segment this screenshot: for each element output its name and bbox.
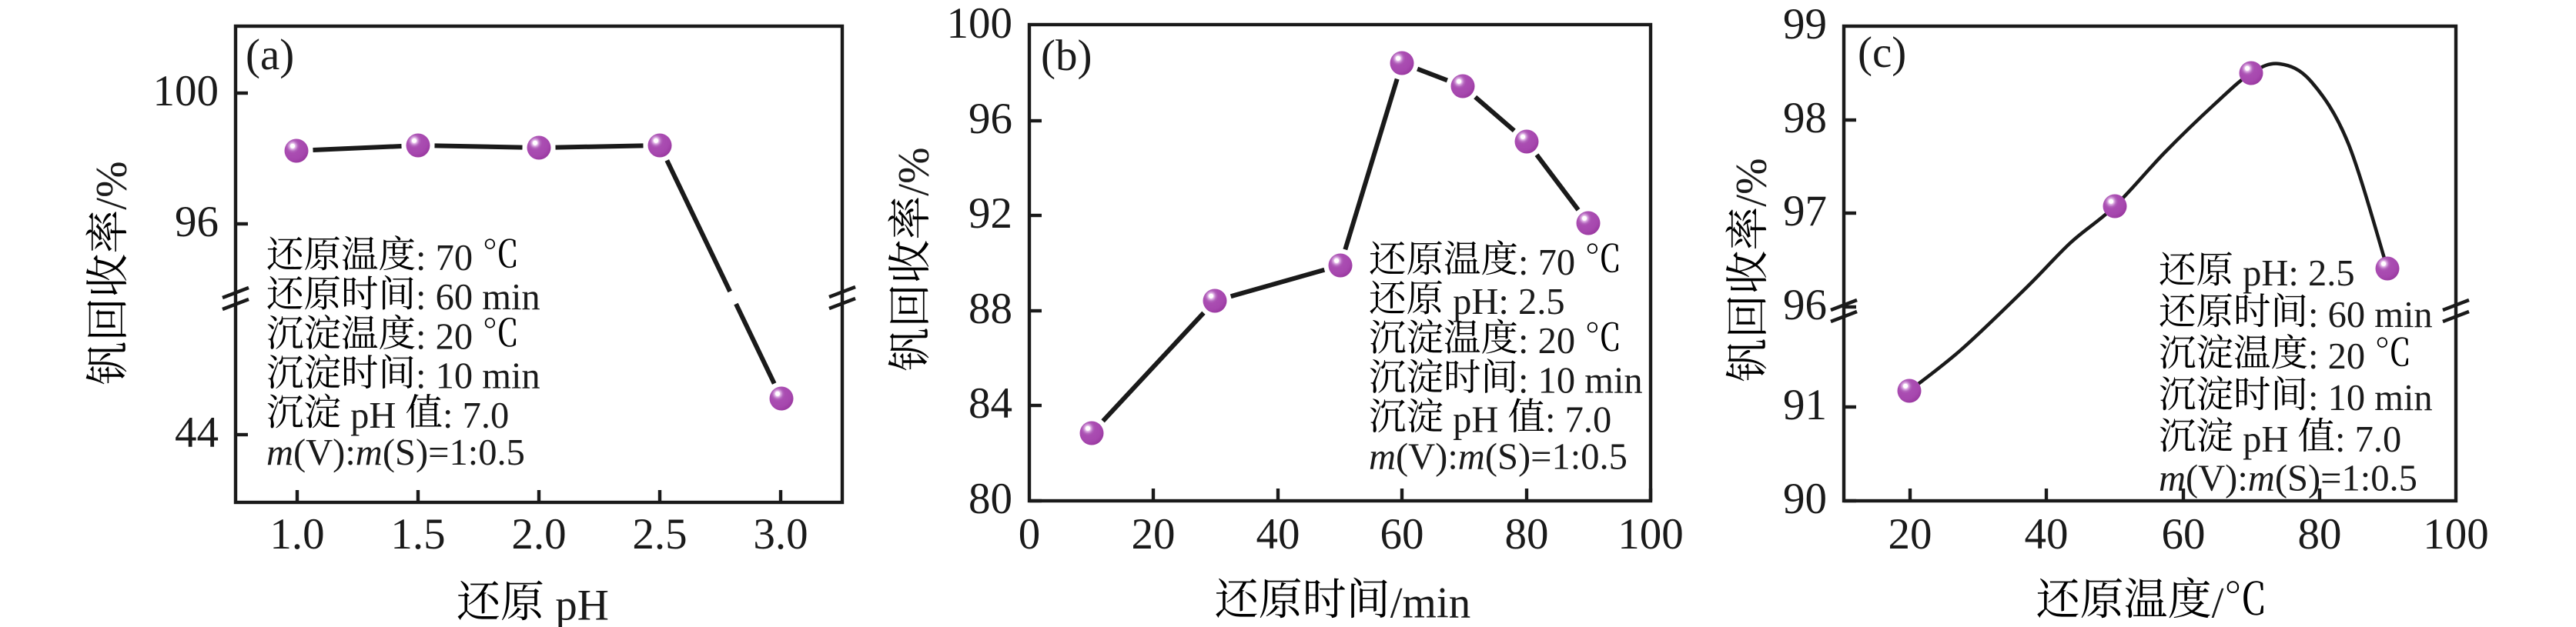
svg-text:: 20: : 20 (416, 316, 473, 357)
svg-text:pH: pH (2243, 419, 2288, 460)
svg-text:(S)=1:0.5: (S)=1:0.5 (383, 432, 525, 473)
svg-text:100: 100 (1618, 510, 1684, 559)
svg-text:pH: 2.5: pH: 2.5 (1453, 282, 1565, 322)
svg-text:: 10 min: : 10 min (2308, 378, 2433, 419)
svg-text:: 70: : 70 (1518, 242, 1575, 283)
svg-text:: 7.0: : 7.0 (2335, 419, 2401, 460)
svg-text:(S)=1:0.5: (S)=1:0.5 (2275, 458, 2417, 499)
svg-text:(V):: (V): (2186, 458, 2248, 499)
svg-text:(S)=1:0.5: (S)=1:0.5 (1485, 436, 1628, 477)
svg-text:80: 80 (969, 475, 1012, 523)
svg-text:2.0: 2.0 (511, 510, 566, 559)
svg-text:97: 97 (1783, 187, 1827, 235)
svg-text:80: 80 (2298, 510, 2342, 559)
svg-text:pH: pH (1453, 400, 1498, 441)
svg-text:100: 100 (947, 0, 1013, 48)
svg-text:m: m (2248, 458, 2275, 499)
svg-text:m: m (356, 432, 383, 473)
svg-text:m: m (2159, 458, 2186, 499)
svg-text:m: m (1458, 436, 1485, 477)
svg-text:96: 96 (175, 198, 219, 246)
svg-text:84: 84 (969, 379, 1012, 428)
svg-text:: 70: : 70 (416, 238, 473, 278)
svg-text:88: 88 (969, 285, 1012, 333)
svg-text:: 20: : 20 (2308, 336, 2365, 377)
svg-text:(b): (b) (1041, 32, 1092, 80)
svg-text:60: 60 (1380, 510, 1424, 559)
svg-text:: 60 min: : 60 min (2308, 295, 2433, 335)
svg-text:: 20: : 20 (1518, 321, 1575, 362)
svg-text:98: 98 (1783, 94, 1827, 142)
svg-text:96: 96 (1783, 281, 1827, 329)
svg-text:40: 40 (2025, 510, 2069, 559)
svg-text:80: 80 (1505, 510, 1549, 559)
svg-text:/%: /% (88, 161, 136, 209)
svg-text:99: 99 (1783, 0, 1827, 48)
svg-text:: 10 min: : 10 min (1518, 360, 1643, 401)
svg-text:: 60 min: : 60 min (416, 277, 540, 318)
svg-text:(a): (a) (246, 31, 294, 79)
svg-text:: 7.0: : 7.0 (1545, 400, 1611, 441)
svg-text:60: 60 (2162, 510, 2206, 559)
svg-text:m: m (1369, 436, 1396, 477)
svg-text:100: 100 (2423, 510, 2489, 559)
svg-text:2.5: 2.5 (632, 510, 687, 559)
svg-text:m: m (266, 432, 293, 473)
svg-text:20: 20 (1889, 510, 1932, 559)
svg-text:/%: /% (1728, 158, 1776, 206)
svg-text:(V):: (V): (1396, 436, 1458, 477)
svg-text:91: 91 (1783, 381, 1827, 429)
svg-text:96: 96 (969, 95, 1012, 143)
svg-text:/%: /% (890, 147, 938, 195)
svg-text:pH: pH (555, 582, 609, 627)
svg-text:: 7.0: : 7.0 (443, 395, 509, 436)
svg-text:(V):: (V): (293, 432, 356, 473)
svg-text:(c): (c) (1858, 28, 1906, 77)
svg-text:90: 90 (1783, 475, 1827, 523)
svg-text:pH: 2.5: pH: 2.5 (2243, 253, 2355, 294)
svg-text:/min: /min (1390, 579, 1471, 627)
svg-text:40: 40 (1256, 510, 1300, 559)
svg-text:/: / (2212, 579, 2224, 627)
svg-text:pH: pH (350, 395, 396, 436)
svg-text:44: 44 (175, 409, 219, 457)
svg-text:1.5: 1.5 (390, 510, 445, 559)
svg-text:100: 100 (153, 67, 219, 115)
svg-text:0: 0 (1019, 510, 1041, 559)
svg-text:20: 20 (1132, 510, 1176, 559)
svg-text:3.0: 3.0 (753, 510, 808, 559)
svg-text:92: 92 (969, 189, 1012, 238)
svg-text:1.0: 1.0 (269, 510, 324, 559)
svg-text:: 10 min: : 10 min (416, 356, 540, 397)
